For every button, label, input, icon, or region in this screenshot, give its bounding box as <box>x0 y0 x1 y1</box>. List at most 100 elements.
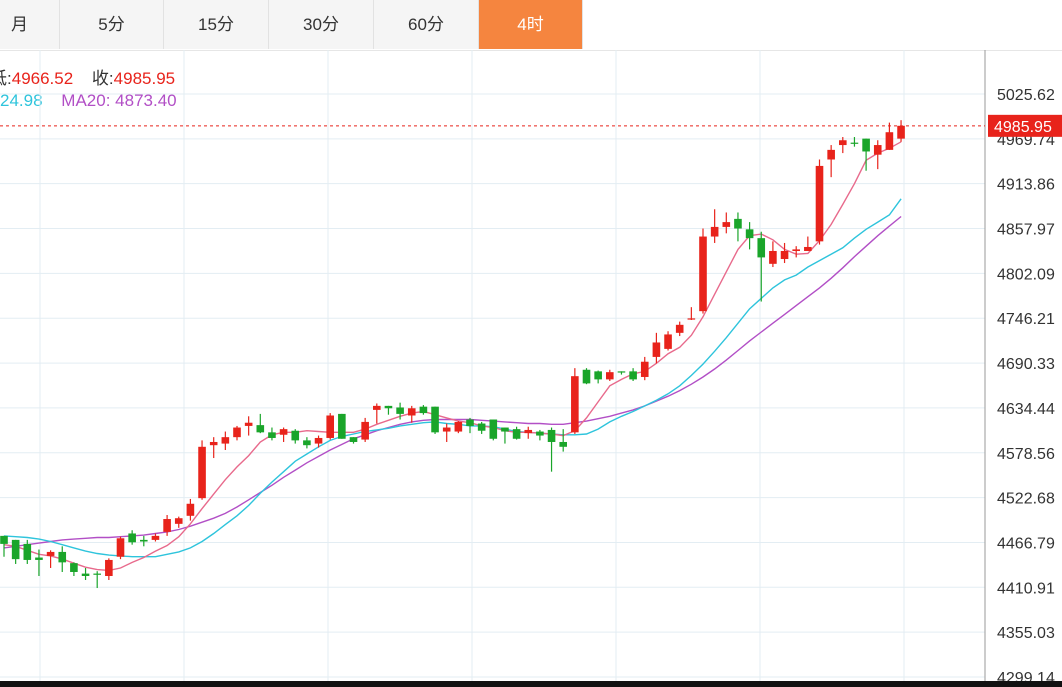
price-tick-label: 4690.33 <box>997 356 1055 373</box>
tab-15min[interactable]: 15分 <box>164 0 269 49</box>
candle <box>396 402 404 420</box>
tab-30min[interactable]: 30分 <box>269 0 374 49</box>
price-tick-label: 4634.44 <box>997 401 1055 418</box>
candle-body <box>827 149 835 160</box>
candle <box>757 231 766 302</box>
candle-body <box>186 503 195 516</box>
candle-body <box>477 423 486 431</box>
current-price-label: 4985.95 <box>994 119 1052 136</box>
candle <box>105 558 113 581</box>
candle-body <box>163 519 171 532</box>
candle-body <box>582 369 591 384</box>
candle <box>804 236 812 251</box>
ma10-value: 24.98 <box>0 91 43 110</box>
candle <box>174 516 183 528</box>
candle <box>477 421 486 434</box>
candle <box>186 498 195 521</box>
candle-body <box>466 419 474 426</box>
candle-body <box>594 371 602 380</box>
candle <box>279 427 288 442</box>
candle-body <box>571 376 579 433</box>
close-label: 收: <box>91 69 114 88</box>
candle <box>384 405 393 415</box>
tab-monthly[interactable]: 月 <box>0 0 60 49</box>
candle-body <box>70 563 78 572</box>
candle <box>722 212 731 234</box>
candle-body <box>314 437 323 444</box>
candle <box>81 567 90 581</box>
candle-body <box>442 427 451 432</box>
candle-body <box>501 427 509 432</box>
candle <box>0 535 8 557</box>
candle <box>419 405 428 415</box>
price-tick-label: 5025.62 <box>997 87 1055 104</box>
candlestick-chart: 5025.624969.744913.864857.974802.094746.… <box>0 50 1062 681</box>
candle <box>512 426 521 440</box>
candle <box>664 331 672 351</box>
candle-body <box>233 427 241 438</box>
candle <box>338 413 346 439</box>
price-tick-label: 4355.03 <box>997 625 1055 642</box>
candle <box>361 417 369 442</box>
candle <box>291 429 300 444</box>
candle-body <box>675 324 684 333</box>
ma5-series <box>3 141 902 572</box>
candle-body <box>745 229 754 239</box>
candle <box>58 546 67 572</box>
price-tick-label: 4410.91 <box>997 580 1055 597</box>
candle-body <box>652 342 661 357</box>
candle <box>407 405 416 423</box>
price-tick-label: 4522.68 <box>997 491 1055 508</box>
low-label: 低: <box>0 69 12 88</box>
tab-60min[interactable]: 60分 <box>374 0 479 49</box>
tab-4hour[interactable]: 4时 <box>479 0 583 49</box>
candle-body <box>524 429 533 434</box>
candle-body <box>279 429 288 435</box>
tab-5min[interactable]: 5分 <box>60 0 164 49</box>
candle-body <box>244 422 253 426</box>
candle-body <box>46 551 55 556</box>
candle <box>11 539 20 564</box>
candle-body <box>547 429 556 442</box>
candle <box>501 427 509 444</box>
candle-body <box>116 538 125 557</box>
candle <box>862 138 870 171</box>
candle <box>582 368 591 385</box>
candle <box>140 535 148 547</box>
candle <box>606 369 614 381</box>
candle <box>850 137 859 147</box>
candle-body <box>23 543 32 560</box>
ma10-series <box>3 198 902 558</box>
candle <box>349 437 358 444</box>
candle-body <box>850 142 859 144</box>
candle-body <box>338 413 346 439</box>
candle <box>233 425 241 441</box>
candle-body <box>81 573 90 576</box>
candle <box>268 427 276 441</box>
candle <box>198 440 206 500</box>
candle-body <box>815 165 824 242</box>
candle-body <box>780 250 789 260</box>
candle <box>244 416 253 436</box>
candle-body <box>897 125 905 139</box>
candle-body <box>221 437 230 444</box>
candle <box>734 212 742 242</box>
candle <box>547 427 556 472</box>
candle <box>373 403 381 424</box>
candle-body <box>734 218 742 229</box>
candle <box>454 421 463 434</box>
candle <box>151 533 160 542</box>
candle <box>652 332 661 364</box>
candle <box>116 536 125 560</box>
candle-body <box>489 419 498 439</box>
candle <box>23 539 32 564</box>
candle <box>70 562 78 576</box>
ohlc-legend: 低:4966.52 收:4985.95 <box>0 64 175 89</box>
candle-body <box>862 138 870 152</box>
candle <box>675 321 684 337</box>
price-tick-label: 4578.56 <box>997 446 1055 463</box>
candle <box>745 222 754 250</box>
candle-body <box>128 533 136 543</box>
candle-body <box>640 361 649 377</box>
candle <box>571 368 579 434</box>
